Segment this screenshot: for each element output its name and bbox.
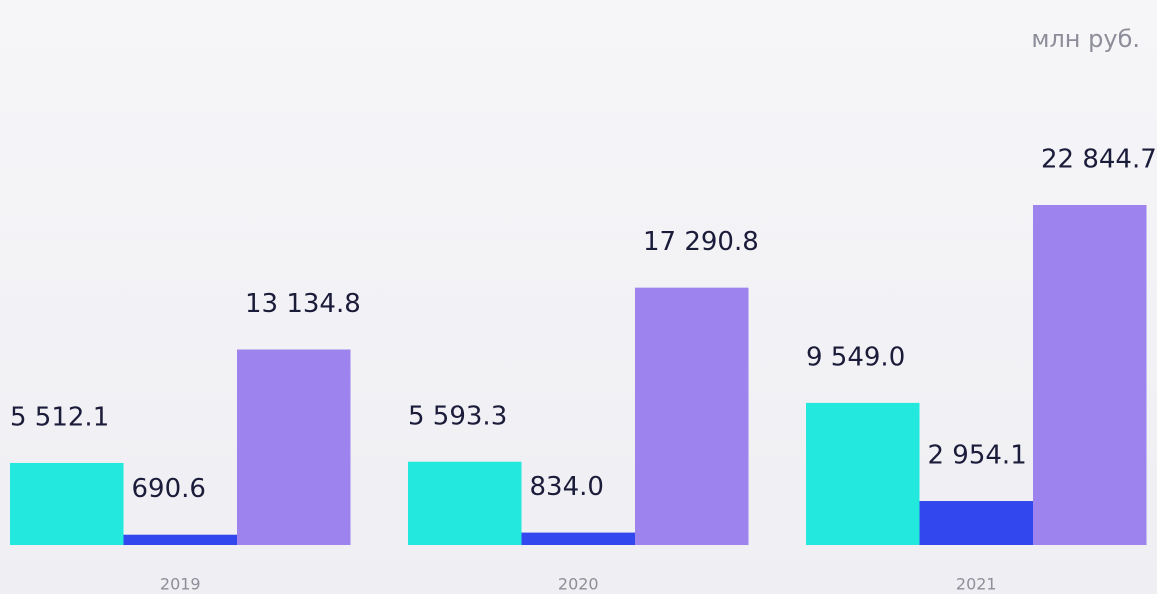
value-label: 13 134.8 (245, 289, 361, 319)
x-tick-label: 2019 (160, 575, 201, 594)
bar (919, 501, 1033, 545)
bar (521, 532, 635, 545)
unit-label: млн руб. (1031, 25, 1140, 53)
value-label: 834.0 (530, 472, 604, 502)
bar (408, 461, 522, 545)
bar (1033, 205, 1147, 545)
bar (635, 287, 749, 545)
value-label: 690.6 (132, 474, 206, 504)
bar (123, 534, 237, 545)
bar (237, 349, 351, 545)
value-label: 17 290.8 (643, 227, 759, 257)
bar (10, 462, 124, 545)
value-label: 22 844.7 (1041, 145, 1157, 175)
bar (806, 402, 920, 545)
value-label: 2 954.1 (928, 441, 1027, 471)
value-label: 5 593.3 (408, 401, 507, 431)
x-tick-label: 2021 (956, 575, 997, 594)
value-label: 9 549.0 (806, 342, 905, 372)
x-tick-label: 2020 (558, 575, 599, 594)
value-label: 5 512.1 (10, 402, 109, 432)
